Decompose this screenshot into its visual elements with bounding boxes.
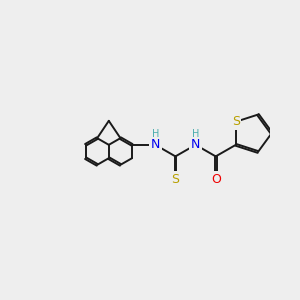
Text: N: N bbox=[191, 138, 200, 151]
Text: H: H bbox=[192, 129, 199, 139]
Text: O: O bbox=[211, 173, 220, 186]
Text: N: N bbox=[151, 138, 160, 151]
Text: S: S bbox=[232, 115, 240, 128]
Text: S: S bbox=[171, 173, 179, 186]
Text: H: H bbox=[152, 129, 159, 139]
